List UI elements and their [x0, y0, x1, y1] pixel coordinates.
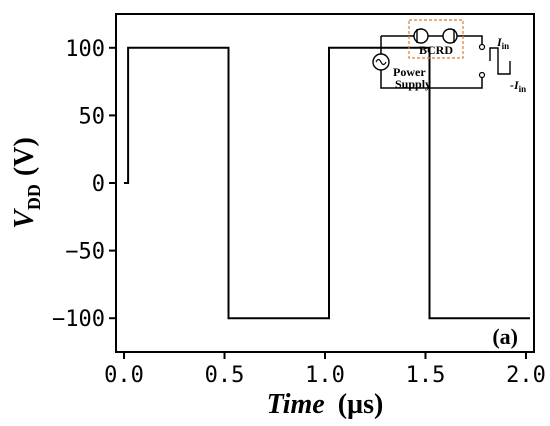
ac-wave-icon [375, 58, 387, 66]
current-neg-label: -Iin [510, 78, 526, 94]
diode-icon-right [442, 28, 458, 44]
x-axis-ticks: 0.0 0.5 1.0 1.5 2.0 [104, 352, 546, 388]
x-tick-label: 1.0 [305, 363, 345, 388]
series-line [124, 46, 530, 320]
y-tick-label: −100 [52, 307, 105, 332]
current-waveform-icon [489, 47, 511, 75]
x-tick-label: 0.5 [205, 363, 245, 388]
bcrd-box [408, 19, 464, 59]
x-tick-label: 1.5 [406, 363, 446, 388]
panel-label: (a) [492, 324, 518, 349]
power-supply-label-line2: Supply [395, 77, 431, 91]
power-supply-label-line1: Power [393, 65, 426, 79]
x-axis-label: Time (µs) [267, 389, 384, 420]
y-axis-ticks: 100 50 0 −50 −100 [52, 37, 116, 332]
y-tick-label: 0 [92, 172, 105, 197]
y-axis-label: VDD(V) [9, 137, 44, 229]
diode-icon-left [413, 28, 429, 44]
terminal-bottom [478, 71, 486, 79]
x-tick-label: 2.0 [506, 363, 546, 388]
y-tick-label: 50 [79, 104, 106, 129]
plot-frame [115, 13, 535, 353]
bcrd-label: BCRD [419, 43, 453, 57]
current-pos-label: Iin [496, 35, 509, 51]
inset-schematic: BCRD Power Supply Iin -Iin [372, 19, 526, 94]
x-tick-label: 0.0 [104, 363, 144, 388]
y-tick-label: 100 [65, 37, 105, 62]
y-tick-label: −50 [65, 240, 105, 265]
terminal-top [478, 43, 486, 51]
